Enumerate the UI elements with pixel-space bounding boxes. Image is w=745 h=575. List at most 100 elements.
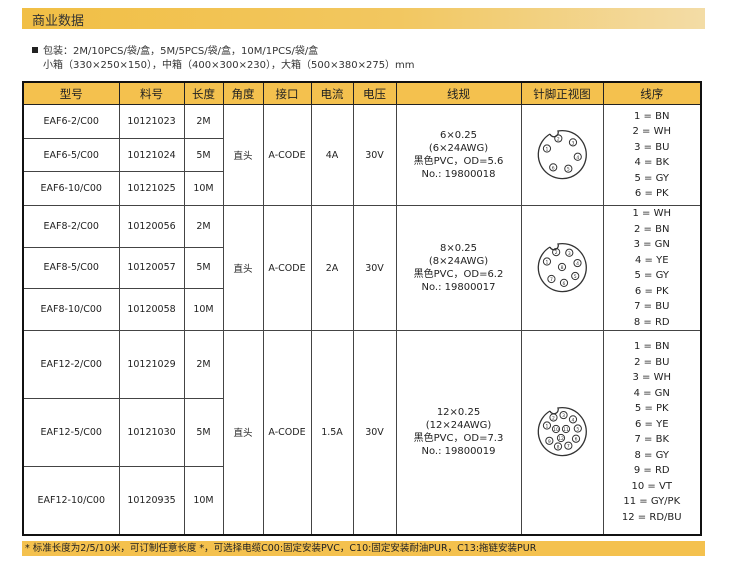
column-header: 线序 — [602, 81, 702, 105]
table-row: EAF8-2/C00 10120056 2M 直头 A-CODE 2A 30V 8×0.25 (… — [22, 205, 702, 331]
part-number-cell: 10121029 — [118, 330, 185, 399]
pin-4 — [573, 152, 582, 161]
wire-sequence-item: 4 = YE — [634, 254, 669, 266]
interface-cell: A-CODE — [262, 205, 312, 331]
spec-line: 黑色PVC，OD=6.2 — [413, 269, 504, 280]
wire-sequence-item: 2 = BN — [634, 223, 670, 235]
length-cell: 10M — [183, 288, 224, 331]
length-cell: 5M — [183, 138, 224, 172]
model-cell: EAF8-2/C00 — [22, 205, 120, 248]
svg-text:3: 3 — [568, 250, 571, 256]
wire-sequence-item: 4 = BK — [634, 157, 670, 168]
spec-line: (6×24AWG) — [428, 143, 489, 154]
svg-text:12: 12 — [558, 436, 564, 442]
wire-sequence-item: 11 = GY/PK — [623, 496, 681, 508]
pin-3 — [568, 137, 578, 146]
column-header: 长度 — [183, 81, 224, 105]
part-number-cell: 10120057 — [118, 246, 185, 290]
svg-text:5: 5 — [574, 274, 577, 280]
current-cell: 4A — [310, 104, 354, 206]
part-number-cell: 10120935 — [118, 466, 185, 535]
pin-7 — [564, 441, 573, 450]
table-row: EAF12-2/C00 10121029 2M 直头 A-CODE 1.5A 30V 12×0… — [22, 330, 702, 535]
spec-line: (8×24AWG) — [428, 256, 489, 267]
cable-spec-cell: 12×0.25 (12×24AWG) 黑色PVC，OD=7.3 No.: 198000… — [395, 330, 522, 535]
pin-5 — [564, 164, 573, 173]
section-title-bar: 商业数据 — [22, 8, 705, 29]
wire-sequence-item: 9 = RD — [633, 465, 670, 477]
interface-cell: A-CODE — [262, 104, 312, 206]
table-row: EAF6-10/C00 10121025 10M — [22, 171, 701, 206]
wire-sequence-item: 8 = RD — [633, 316, 670, 328]
length-cell: 2M — [183, 205, 224, 248]
svg-text:3: 3 — [572, 140, 575, 146]
pin-6 — [549, 162, 558, 171]
spec-line: 黑色PVC，OD=5.6 — [413, 156, 504, 167]
column-header: 型号 — [22, 81, 120, 105]
table-row: EAF12-5/C00 10121030 5M — [22, 398, 701, 467]
length-cell: 2M — [183, 330, 224, 399]
spec-line: 黑色PVC，OD=7.3 — [413, 433, 504, 445]
cable-spec-cell: 6×0.25 (6×24AWG) 黑色PVC，OD=5.6 No.: 19800018 — [395, 104, 522, 206]
angle-cell: 直头 — [222, 330, 264, 535]
wire-sequence-item: 5 = PK — [634, 403, 669, 415]
pin-7 — [547, 274, 556, 283]
wire-sequence-item: 5 = GY — [634, 270, 669, 281]
pin-4 — [568, 415, 578, 424]
svg-text:11: 11 — [563, 427, 569, 433]
current-cell: 1.5A — [310, 330, 354, 535]
svg-text:7: 7 — [567, 443, 570, 449]
part-number-cell: 10120056 — [118, 205, 185, 248]
length-cell: 10M — [183, 466, 224, 535]
svg-text:6: 6 — [563, 280, 566, 286]
footer-note: * 标准长度为2/5/10米，可订制任意长度 *，可选择电缆C00:固定安装PV… — [22, 541, 705, 556]
svg-text:4: 4 — [576, 154, 579, 160]
svg-text:1: 1 — [546, 259, 549, 265]
part-number-cell: 10121025 — [118, 171, 185, 206]
column-header: 接口 — [262, 81, 312, 105]
svg-text:4: 4 — [572, 417, 575, 423]
wire-sequence-cell: 1 = BN 2 = WH 3 = BU 4 = BK 5 = GY 6 = PK — [602, 104, 702, 206]
svg-text:5: 5 — [567, 166, 570, 172]
spec-line: (12×24AWG) — [425, 420, 492, 432]
column-header: 针脚正视图 — [520, 81, 604, 105]
wire-sequence-item: 6 = YE — [634, 418, 669, 430]
spec-line: No.: 19800019 — [421, 446, 496, 458]
bullet-square-icon — [32, 47, 38, 53]
wire-sequence-item: 1 = WH — [632, 208, 671, 219]
pin-10 — [551, 424, 561, 433]
table-row: EAF8-5/C00 10120057 5M — [22, 246, 701, 290]
model-cell: EAF6-10/C00 — [22, 171, 120, 206]
voltage-cell: 30V — [352, 205, 397, 331]
table-row: EAF8-10/C00 10120058 10M — [22, 288, 701, 331]
model-cell: EAF8-10/C00 — [22, 288, 120, 331]
pin-1 — [542, 143, 552, 153]
column-header: 角度 — [222, 81, 264, 105]
model-cell: EAF6-5/C00 — [22, 138, 120, 172]
pin-9 — [545, 436, 554, 445]
cable-spec-cell: 8×0.25 (8×24AWG) 黑色PVC，OD=6.2 No.: 19800017 — [395, 205, 522, 331]
current-cell: 2A — [310, 205, 354, 331]
pin-5 — [573, 424, 582, 433]
wire-sequence-item: 7 = BU — [634, 301, 670, 312]
voltage-cell: 30V — [352, 104, 397, 206]
svg-text:5: 5 — [576, 426, 579, 432]
pin-6 — [571, 434, 581, 443]
wire-sequence-item: 2 = WH — [632, 126, 671, 137]
angle-cell: 直头 — [222, 205, 264, 331]
model-cell: EAF8-5/C00 — [22, 246, 120, 290]
pin-3 — [559, 410, 568, 419]
table-row: EAF6-2/C00 10121023 2M 直头 A-CODE 4A 30V 6×0.25 (… — [22, 104, 702, 206]
spec-line: 6×0.25 — [439, 130, 477, 141]
part-number-cell: 10121024 — [118, 138, 185, 172]
part-number-cell: 10120058 — [118, 288, 185, 331]
model-cell: EAF12-10/C00 — [22, 466, 120, 535]
wire-sequence-cell: 1 = BN 2 = BU 3 = WH 4 = GN 5 = PK 6 = YE 7 = … — [602, 330, 702, 535]
svg-text:4: 4 — [576, 261, 579, 267]
length-cell: 5M — [183, 246, 224, 290]
wire-sequence-item: 2 = BU — [634, 356, 670, 368]
svg-text:9: 9 — [548, 439, 551, 445]
svg-text:7: 7 — [550, 276, 553, 282]
